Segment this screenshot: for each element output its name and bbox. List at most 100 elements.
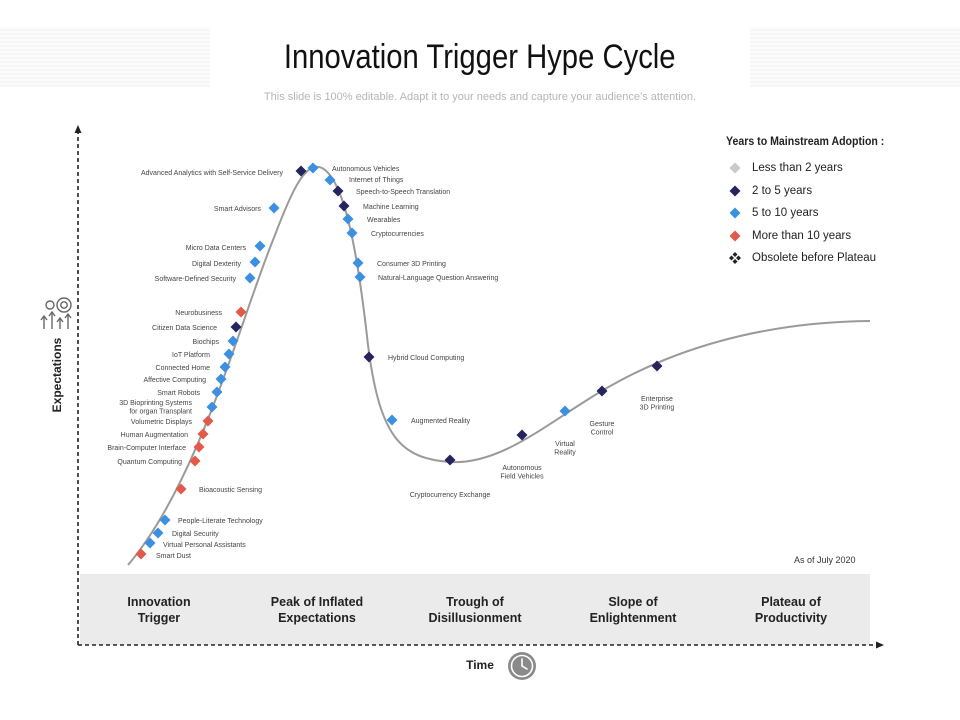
label-software-defined-security: Software-Defined Security [155, 276, 237, 283]
diamond-icon [729, 162, 741, 174]
label-smart-dust: Smart Dust [156, 553, 191, 560]
y-axis-label: Expectations [50, 337, 64, 413]
page-subtitle: This slide is 100% editable. Adapt it to… [263, 91, 697, 103]
marker-digital-dexterity [249, 256, 261, 268]
clock-icon [508, 652, 536, 680]
label-connected-home: Connected Home [156, 365, 211, 372]
phase-plateau-of-productivity: Plateau of Productivity [754, 594, 828, 625]
label-smart-robots: Smart Robots [157, 390, 200, 397]
label-smart-advisors: Smart Advisors [214, 206, 262, 213]
label-internet-of-things: Internet of Things [349, 177, 404, 184]
marker-software-defined-security [244, 272, 256, 284]
title-box: Innovation Trigger Hype Cycle [210, 27, 750, 87]
marker-digital-security [152, 527, 164, 539]
legend: Years to Mainstream Adoption : Less than… [726, 136, 946, 270]
legend-item-2-to-5-years: 2 to 5 years [726, 180, 946, 203]
legend-item-5-to-10-years: 5 to 10 years [726, 202, 946, 225]
label-brain-computer-interface: Brain-Computer Interface [107, 445, 186, 452]
marker-cryptocurrencies [346, 227, 358, 239]
label-digital-security: Digital Security [172, 531, 219, 538]
label-wearables: Wearables [367, 217, 401, 224]
legend-label: 5 to 10 years [752, 207, 819, 220]
x-axis-arrowhead [876, 641, 884, 649]
label-natural-language-question-answering: Natural-Language Question Answering [378, 275, 498, 282]
marker-enterprise-3d-printing [651, 360, 663, 372]
marker-3d-bioprinting-systems-for-organ-transplant [206, 401, 218, 413]
label-3d-bioprinting-systems-for-organ-transplant: 3D Bioprinting Systems for organ Transpla… [119, 400, 192, 416]
marker-citizen-data-science [230, 321, 242, 333]
marker-autonomous-vehicles [307, 162, 319, 174]
label-cryptocurrency-exchange: Cryptocurrency Exchange [410, 492, 491, 499]
label-biochips: Biochips [193, 339, 220, 346]
marker-hybrid-cloud-computing [363, 351, 375, 363]
phase-band: Innovation Trigger Peak of Inflated Expe… [80, 574, 870, 645]
marker-gesture-control [596, 385, 608, 397]
phase-peak-of-inflated-expectations: Peak of Inflated Expectations [270, 594, 364, 625]
legend-item-obsolete-before-plateau: Obsolete before Plateau [726, 247, 946, 270]
label-advanced-analytics-with-self-service-delivery: Advanced Analytics with Self-Service Del… [141, 170, 284, 177]
marker-autonomous-field-vehicles [516, 429, 528, 441]
label-virtual-personal-assistants: Virtual Personal Assistants [163, 542, 246, 549]
marker-people-literate-technology [159, 514, 171, 526]
expectations-icon [40, 297, 72, 329]
marker-natural-language-question-answering [354, 271, 366, 283]
diamond-icon [729, 230, 741, 242]
marker-biochips [227, 335, 239, 347]
marker-virtual-personal-assistants [144, 537, 156, 549]
label-gesture-control: Gesture Control [590, 421, 615, 437]
marker-smart-dust [135, 548, 147, 560]
as-of-date: As of July 2020 [794, 555, 856, 565]
marker-micro-data-centers [254, 240, 266, 252]
marker-cryptocurrency-exchange [444, 454, 456, 466]
label-citizen-data-science: Citizen Data Science [152, 325, 217, 332]
label-autonomous-vehicles: Autonomous Vehicles [332, 166, 400, 173]
marker-smart-robots [211, 386, 223, 398]
label-hybrid-cloud-computing: Hybrid Cloud Computing [388, 355, 464, 362]
marker-human-augmentation [197, 428, 209, 440]
marker-wearables [342, 213, 354, 225]
marker-speech-to-speech-translation [332, 185, 344, 197]
phase-innovation-trigger: Innovation Trigger [127, 594, 191, 625]
marker-advanced-analytics-with-self-service-delivery [295, 165, 307, 177]
label-consumer-3d-printing: Consumer 3D Printing [377, 261, 446, 268]
label-human-augmentation: Human Augmentation [121, 432, 188, 439]
legend-label: 2 to 5 years [752, 184, 813, 197]
diamond-icon [729, 185, 741, 197]
legend-label: Less than 2 years [752, 162, 843, 175]
marker-iot-platform [223, 348, 235, 360]
marker-machine-learning [338, 200, 350, 212]
legend-item-more-than-10-years: More than 10 years [726, 225, 946, 248]
label-autonomous-field-vehicles: Autonomous Field Vehicles [500, 465, 544, 481]
label-micro-data-centers: Micro Data Centers [186, 245, 247, 252]
marker-consumer-3d-printing [352, 257, 364, 269]
x-axis-label: Time [466, 658, 494, 672]
phase-slope-of-enlightenment: Slope of Enlightenment [589, 594, 677, 625]
legend-title: Years to Mainstream Adoption : [726, 136, 885, 148]
marker-augmented-reality [386, 414, 398, 426]
diamond-icon [729, 207, 741, 219]
legend-label: More than 10 years [752, 229, 852, 242]
marker-smart-advisors [268, 202, 280, 214]
label-bioacoustic-sensing: Bioacoustic Sensing [199, 487, 262, 494]
page-title: Innovation Trigger Hype Cycle [284, 37, 676, 76]
label-machine-learning: Machine Learning [363, 204, 419, 211]
y-axis-arrowhead [74, 125, 82, 133]
label-digital-dexterity: Digital Dexterity [192, 261, 242, 268]
marker-neurobusiness [235, 306, 247, 318]
hype-curve [127, 165, 871, 566]
label-neurobusiness: Neurobusiness [175, 310, 222, 317]
label-virtual-reality: Virtual Reality [554, 441, 576, 457]
marker-internet-of-things [324, 174, 336, 186]
marker-volumetric-displays [202, 415, 214, 427]
marker-brain-computer-interface [193, 441, 205, 453]
label-quantum-computing: Quantum Computing [117, 459, 182, 466]
label-volumetric-displays: Volumetric Displays [131, 419, 193, 426]
legend-item-less-than-2-years: Less than 2 years [726, 157, 946, 180]
marker-virtual-reality [559, 405, 571, 417]
label-augmented-reality: Augmented Reality [411, 418, 471, 425]
phase-trough-of-disillusionment: Trough of Disillusionment [428, 594, 522, 625]
marker-affective-computing [215, 373, 227, 385]
marker-connected-home [219, 361, 231, 373]
label-cryptocurrencies: Cryptocurrencies [371, 231, 424, 238]
